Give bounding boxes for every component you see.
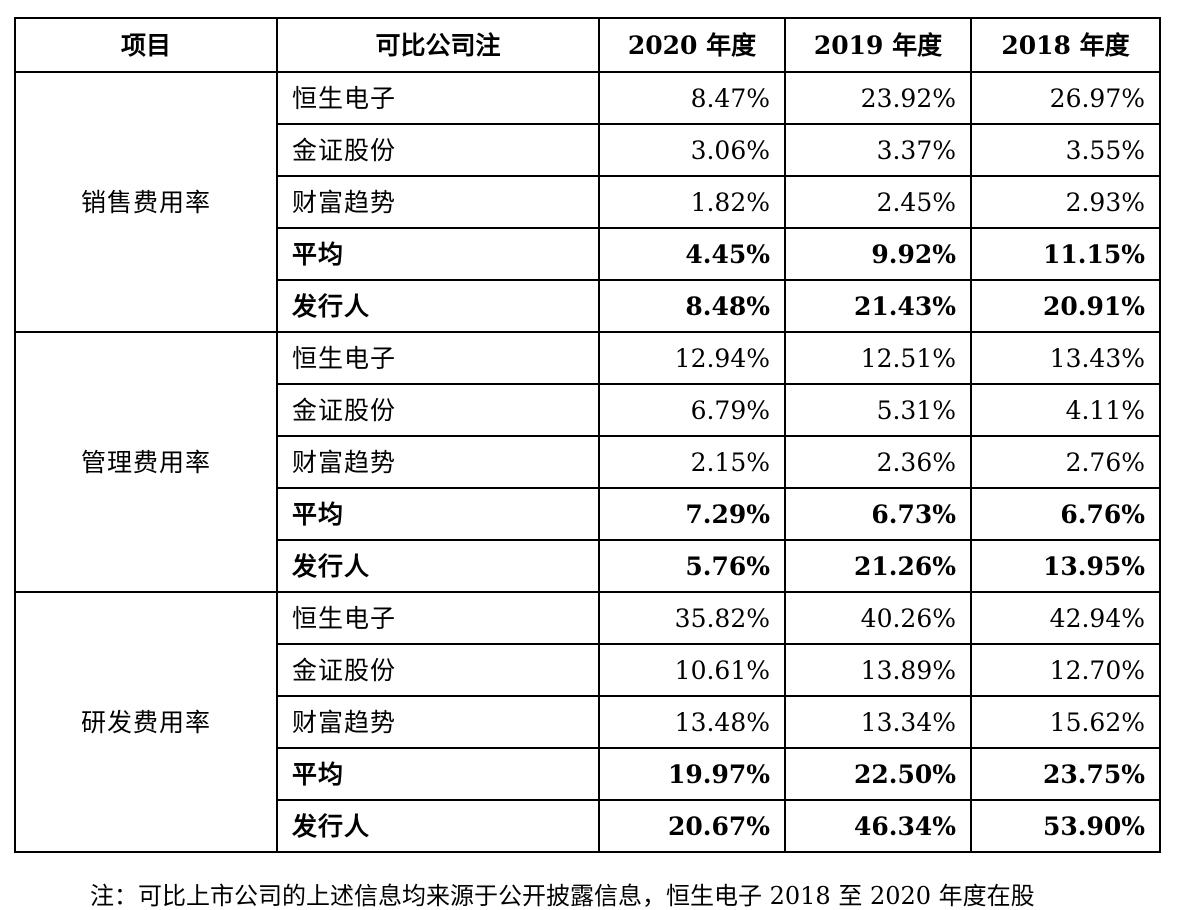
ratio-value: 12.51% [784,331,972,385]
ratio-value: 3.55% [970,123,1161,177]
ratio-value: 4.45% [598,227,786,281]
header-2018: 2018 年度 [970,17,1161,73]
company-name: 财富趋势 [276,695,600,749]
ratio-value: 13.48% [598,695,786,749]
table-header-row: 项目 可比公司注 2020 年度 2019 年度 2018 年度 [14,17,1161,73]
ratio-value: 8.47% [598,71,786,125]
ratio-value: 4.11% [970,383,1161,437]
ratio-value: 22.50% [784,747,972,801]
company-name: 金证股份 [276,643,600,697]
ratio-value: 5.31% [784,383,972,437]
table-row: 发行人 8.48% 21.43% 20.91% [15,279,1161,333]
ratio-value: 12.70% [970,643,1161,697]
company-name: 财富趋势 [276,435,600,489]
header-item: 项目 [14,17,278,73]
header-2019: 2019 年度 [784,17,972,73]
company-name: 金证股份 [276,123,600,177]
ratio-value: 35.82% [598,591,786,645]
company-name: 恒生电子 [276,591,600,645]
ratio-value: 42.94% [970,591,1161,645]
ratio-value: 21.43% [784,279,972,333]
company-name: 平均 [276,227,600,281]
ratio-value: 26.97% [970,71,1161,125]
company-name: 金证股份 [276,383,600,437]
ratio-value: 2.76% [970,435,1161,489]
ratio-value: 46.34% [784,799,972,853]
table-row: 平均 7.29% 6.73% 6.76% [15,487,1161,541]
company-name: 平均 [276,747,600,801]
ratio-value: 3.06% [598,123,786,177]
ratio-value: 23.75% [970,747,1161,801]
ratio-value: 23.92% [784,71,972,125]
footnote: 注：可比上市公司的上述信息均来源于公开披露信息，恒生电子 2018 至 2020… [90,882,1035,910]
ratio-value: 3.37% [784,123,972,177]
table-row: 金证股份 6.79% 5.31% 4.11% [15,383,1161,437]
ratio-value: 21.26% [784,539,972,593]
ratio-value: 2.36% [784,435,972,489]
ratio-value: 1.82% [598,175,786,229]
ratio-value: 12.94% [598,331,786,385]
company-name: 发行人 [276,539,600,593]
table-row: 财富趋势 2.15% 2.36% 2.76% [15,435,1161,489]
ratio-value: 6.73% [784,487,972,541]
ratio-value: 2.93% [970,175,1161,229]
ratio-value: 6.76% [970,487,1161,541]
table-row: 发行人 20.67% 46.34% 53.90% [15,799,1161,853]
ratio-value: 10.61% [598,643,786,697]
ratio-value: 13.43% [970,331,1161,385]
table-row: 财富趋势 1.82% 2.45% 2.93% [15,175,1161,229]
table-row: 金证股份 3.06% 3.37% 3.55% [15,123,1161,177]
ratio-value: 20.67% [598,799,786,853]
item-label: 研发费用率 [14,591,278,853]
ratio-value: 8.48% [598,279,786,333]
ratio-value: 11.15% [970,227,1161,281]
table-body: 销售费用率 恒生电子 8.47% 23.92% 26.97% 金证股份 3.06% 3.37%… [14,71,1161,853]
table-row: 平均 19.97% 22.50% 23.75% [15,747,1161,801]
ratio-value: 5.76% [598,539,786,593]
ratio-value: 13.34% [784,695,972,749]
ratio-value: 13.95% [970,539,1161,593]
ratio-value: 15.62% [970,695,1161,749]
table-row: 管理费用率 恒生电子 12.94% 12.51% 13.43% [14,331,1161,593]
company-name: 平均 [276,487,600,541]
company-name: 恒生电子 [276,331,600,385]
header-2020: 2020 年度 [598,17,786,73]
table-row: 平均 4.45% 9.92% 11.15% [15,227,1161,281]
ratio-value: 13.89% [784,643,972,697]
company-name: 恒生电子 [276,71,600,125]
ratio-value: 2.15% [598,435,786,489]
table-row: 金证股份 10.61% 13.89% 12.70% [15,643,1161,697]
ratio-value: 40.26% [784,591,972,645]
ratio-value: 19.97% [598,747,786,801]
ratio-value: 6.79% [598,383,786,437]
ratio-value: 20.91% [970,279,1161,333]
company-name: 发行人 [276,799,600,853]
table-row: 研发费用率 恒生电子 35.82% 40.26% 42.94% [14,591,1161,853]
table-row: 发行人 5.76% 21.26% 13.95% [15,539,1161,593]
company-name: 发行人 [276,279,600,333]
expense-ratio-table: 项目 可比公司注 2020 年度 2019 年度 2018 年度 销售费用率 恒生… [14,17,1161,853]
ratio-value: 9.92% [784,227,972,281]
item-label: 销售费用率 [14,71,278,333]
table-row: 财富趋势 13.48% 13.34% 15.62% [15,695,1161,749]
table-row: 销售费用率 恒生电子 8.47% 23.92% 26.97% [14,71,1161,333]
item-label: 管理费用率 [14,331,278,593]
company-name: 财富趋势 [276,175,600,229]
ratio-value: 53.90% [970,799,1161,853]
ratio-value: 2.45% [784,175,972,229]
ratio-value: 7.29% [598,487,786,541]
header-company: 可比公司注 [276,17,600,73]
